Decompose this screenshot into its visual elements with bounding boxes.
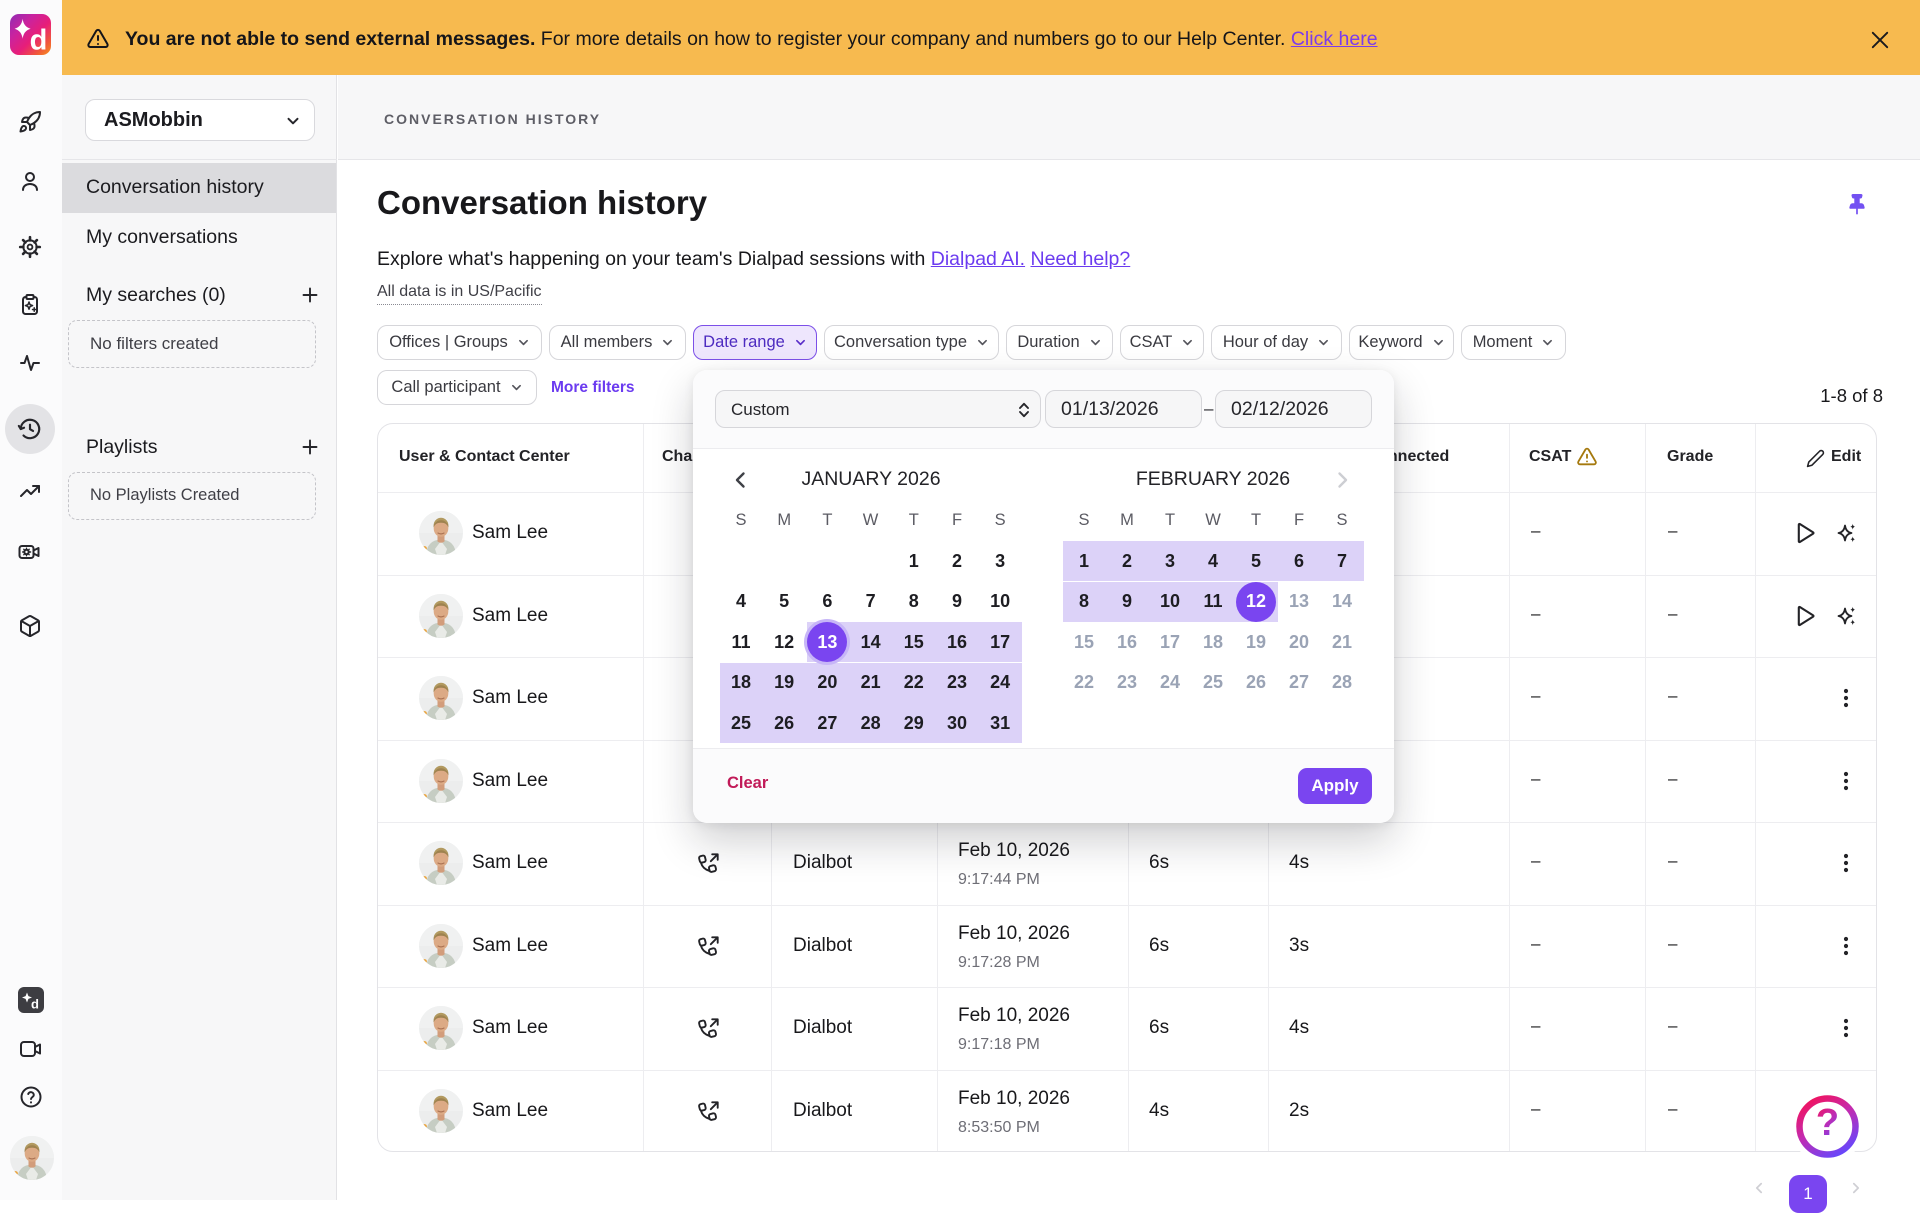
svg-text:d: d — [31, 997, 39, 1012]
svg-text:d: d — [30, 25, 48, 56]
svg-text:?: ? — [1816, 1102, 1839, 1144]
